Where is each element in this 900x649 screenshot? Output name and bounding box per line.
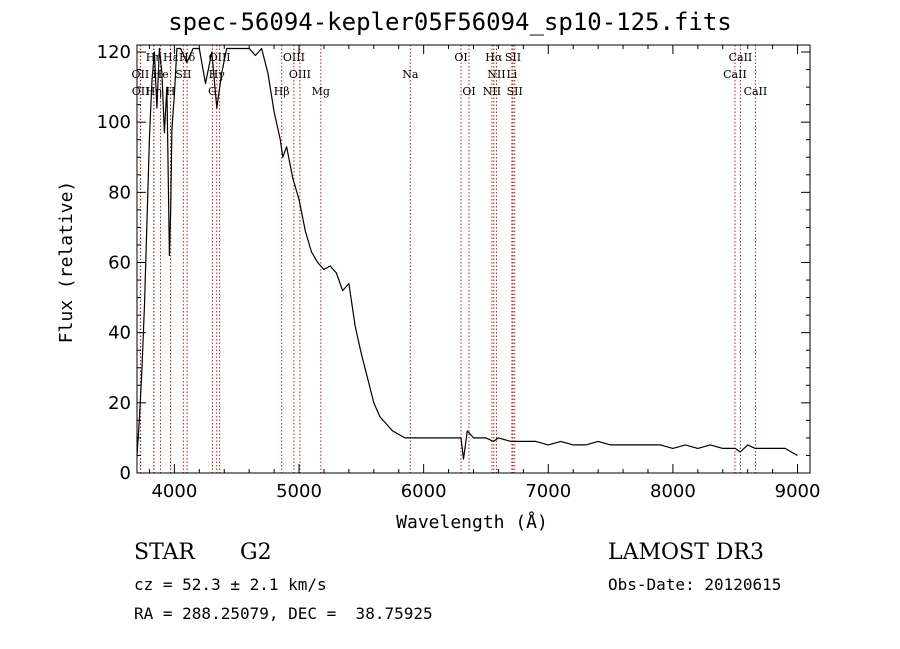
- y-axis-label: Flux (relative): [56, 181, 77, 344]
- y-tick-label-120: 120: [97, 42, 131, 63]
- chart-title: spec-56094-kepler05F56094_sp10-125.fits: [168, 8, 732, 36]
- x-tick-label-4000: 4000: [151, 481, 197, 502]
- line-label-26: SII: [507, 85, 523, 98]
- redshift-cz: cz = 52.3 ± 2.1 km/s: [134, 575, 327, 594]
- line-label-4: OIII: [283, 51, 305, 64]
- line-label-8: CaII: [729, 51, 753, 64]
- line-label-19: Hη: [146, 85, 162, 98]
- line-label-0: Hε: [163, 51, 179, 64]
- x-tick-label-9000: 9000: [775, 481, 821, 502]
- line-label-27: CaII: [744, 85, 768, 98]
- line-label-21: G: [208, 85, 217, 98]
- line-label-17: CaII: [723, 68, 747, 81]
- x-tick-label-8000: 8000: [650, 481, 696, 502]
- series-line-spectrum: [136, 47, 798, 460]
- line-label-10: He: [153, 68, 169, 81]
- y-tick-label-80: 80: [108, 182, 131, 203]
- line-label-13: OIII: [289, 68, 311, 81]
- spectral-line-markers: [139, 45, 756, 473]
- line-label-9: OII: [132, 68, 150, 81]
- line-label-11: SII: [175, 68, 191, 81]
- survey-name: LAMOST DR3: [608, 540, 764, 565]
- subclass: G2: [240, 540, 272, 565]
- y-tick-label-20: 20: [108, 393, 131, 414]
- line-label-15: NII: [487, 68, 505, 81]
- object-class: STAR: [134, 540, 195, 565]
- line-label-7: SII: [505, 51, 521, 64]
- axis-ticks: 4000 5000 6000 7000 8000 9000 0 20 40 60 80 100 120: [97, 42, 821, 502]
- x-axis-label: Wavelength (Å): [396, 511, 548, 533]
- line-label-14: Na: [402, 68, 419, 81]
- plot-frame: [136, 44, 811, 474]
- line-label-6: Hα: [485, 51, 503, 64]
- x-tick-label-7000: 7000: [525, 481, 571, 502]
- line-label-23: Mg: [312, 85, 330, 98]
- y-tick-label-60: 60: [108, 253, 131, 274]
- x-tick-label-5000: 5000: [276, 481, 322, 502]
- line-label-16: Li: [506, 68, 517, 81]
- line-label-20: H: [166, 85, 176, 98]
- line-label-18: OII: [132, 85, 150, 98]
- x-tick-label-6000: 6000: [401, 481, 447, 502]
- y-tick-label-0: 0: [120, 463, 131, 484]
- line-label-5: OI: [454, 51, 467, 64]
- line-label-24: OI: [462, 85, 475, 98]
- coordinates: RA = 288.25079, DEC = 38.75925: [134, 604, 433, 623]
- obs-date: Obs-Date: 20120615: [608, 575, 782, 594]
- line-label-25: NII: [483, 85, 501, 98]
- y-tick-label-40: 40: [108, 323, 131, 344]
- line-label-22: Hβ: [274, 85, 290, 98]
- series-layer: [136, 47, 798, 460]
- y-tick-label-100: 100: [97, 112, 131, 133]
